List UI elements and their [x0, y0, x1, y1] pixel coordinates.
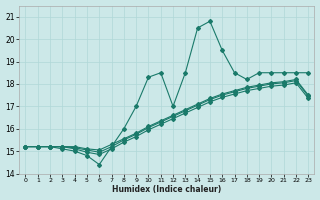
X-axis label: Humidex (Indice chaleur): Humidex (Indice chaleur) — [112, 185, 221, 194]
